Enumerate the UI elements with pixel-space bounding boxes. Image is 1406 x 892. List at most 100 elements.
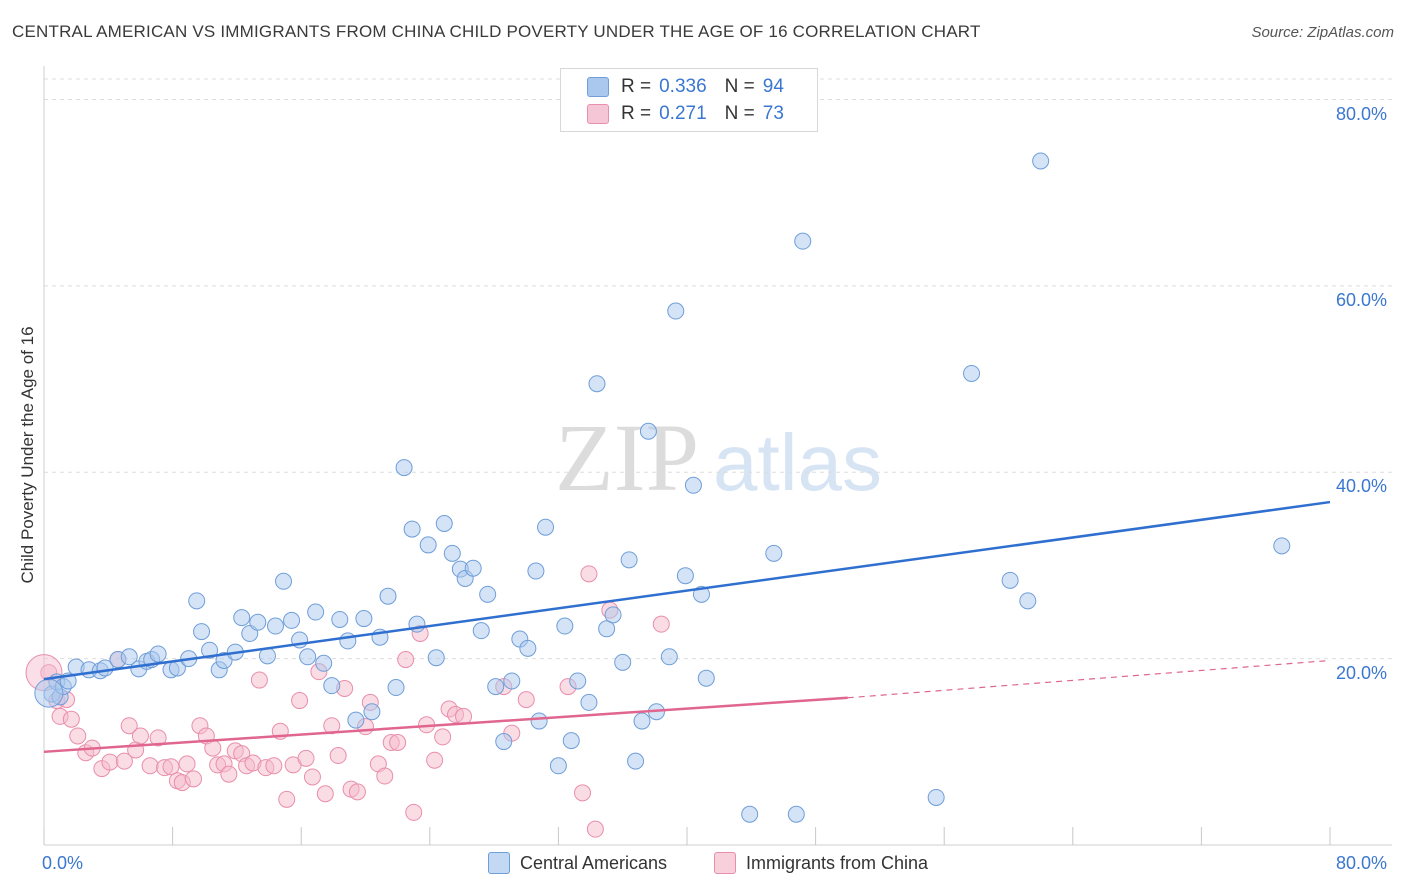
data-point-immigrants-from-china [323,717,341,735]
data-point-immigrants-from-china [586,820,604,838]
data-point-central-americans [633,712,651,730]
y-tick-label: 20.0% [1336,662,1388,683]
data-point-central-americans [1273,537,1291,555]
data-point-central-americans [299,648,317,666]
data-point-central-americans [556,617,574,635]
data-point-central-americans [676,567,694,585]
data-point-central-americans [201,641,219,659]
data-point-central-americans [275,572,293,590]
data-point-immigrants-from-china [120,717,138,735]
data-point-immigrants-from-china [291,692,309,710]
legend-swatch-blue [488,852,510,874]
y-tick-label: 40.0% [1336,476,1388,497]
data-point-central-americans [614,653,632,671]
y-tick-label: 60.0% [1336,289,1388,310]
data-point-central-americans [495,733,513,751]
data-point-immigrants-from-china [62,710,80,728]
data-point-immigrants-from-china [303,768,321,786]
data-point-central-americans [188,592,206,610]
data-point-central-americans [34,678,64,708]
data-point-central-americans [588,375,606,393]
data-point-central-americans [660,648,678,666]
legend-label: Central Americans [520,852,668,873]
data-point-central-americans [347,711,365,729]
data-point-central-americans [315,654,333,672]
data-point-central-americans [503,672,521,690]
data-point-central-americans [598,620,616,638]
legend-item-central-americans: Central Americans [488,852,667,874]
data-point-central-americans [355,610,373,628]
legend-r-label: R = [621,76,652,97]
data-point-immigrants-from-china [574,784,592,802]
data-point-central-americans [387,679,405,697]
chart-title: CENTRAL AMERICAN VS IMMIGRANTS FROM CHIN… [12,22,981,41]
legend-row-central-americans: R = 0.336 N = 94 [587,75,784,99]
data-point-immigrants-from-china [376,767,394,785]
data-point-immigrants-from-china [141,757,159,775]
data-point-immigrants-from-china [115,752,133,770]
data-point-central-americans [363,703,381,721]
y-tick-label: 80.0% [1336,103,1388,124]
data-point-immigrants-from-china [348,783,366,801]
series-legend: Central Americans Immigrants from China [0,850,1406,878]
data-point-immigrants-from-china [162,758,180,776]
data-point-central-americans [487,678,505,696]
data-point-central-americans [537,518,555,536]
legend-row-immigrants-from-china: R = 0.271 N = 73 [587,102,784,126]
data-point-central-americans [249,613,267,631]
x-tick-label-max: 80.0% [1336,853,1388,873]
data-point-immigrants-from-china [265,757,283,775]
data-point-central-americans [395,459,413,477]
source-note: Source: ZipAtlas.com [1251,24,1394,41]
trend-lines [43,500,1331,754]
data-point-central-americans [639,422,657,440]
correlation-legend: R = 0.336 N = 94 R = 0.271 N = 73 [560,68,818,132]
trend-line-central-americans [43,500,1331,681]
data-point-immigrants-from-china [204,739,222,757]
data-point-central-americans [927,788,945,806]
data-point-central-americans [472,622,490,640]
data-point-immigrants-from-china [580,565,598,583]
data-point-central-americans [403,520,421,538]
data-point-central-americans [427,649,445,667]
data-point-central-americans [266,617,284,635]
data-point-central-americans [519,639,537,657]
data-point-central-americans [684,476,702,494]
data-point-immigrants-from-china [316,785,334,803]
data-point-immigrants-from-china [517,691,535,709]
data-point-central-americans [149,645,167,663]
legend-r-value: 0.336 [659,76,707,97]
watermark-atlas: atlas [713,418,882,507]
gridlines [44,78,1392,660]
data-point-immigrants-from-china [278,790,296,808]
data-point-immigrants-from-china [405,803,423,821]
legend-n-label: N = [724,76,755,97]
data-point-central-americans [549,757,567,775]
data-point-immigrants-from-china [178,755,196,773]
trend-line-immigrants-from-china [43,696,848,754]
data-point-central-americans [1032,152,1050,170]
data-point-immigrants-from-china [397,651,415,669]
legend-r-label: R = [621,103,652,124]
legend-r-value: 0.271 [659,103,707,124]
legend-swatch-blue [587,77,609,97]
data-point-central-americans [283,611,301,629]
data-point-central-americans [741,805,759,823]
data-point-immigrants-from-china [426,751,444,769]
data-point-central-americans [794,232,812,250]
legend-n-value: 73 [762,103,784,124]
data-point-central-americans [527,562,545,580]
data-point-central-americans [233,609,251,627]
legend-item-immigrants-from-china: Immigrants from China [714,852,928,874]
data-point-immigrants-from-china [131,727,149,745]
data-point-immigrants-from-china [101,753,119,771]
axes [43,66,1392,846]
data-point-central-americans [580,693,598,711]
data-point-immigrants-from-china [329,747,347,765]
data-point-immigrants-from-china [434,728,452,746]
data-point-central-americans [1001,571,1019,589]
data-point-central-americans [627,752,645,770]
data-point-central-americans [530,712,548,730]
data-point-central-americans [787,805,805,823]
